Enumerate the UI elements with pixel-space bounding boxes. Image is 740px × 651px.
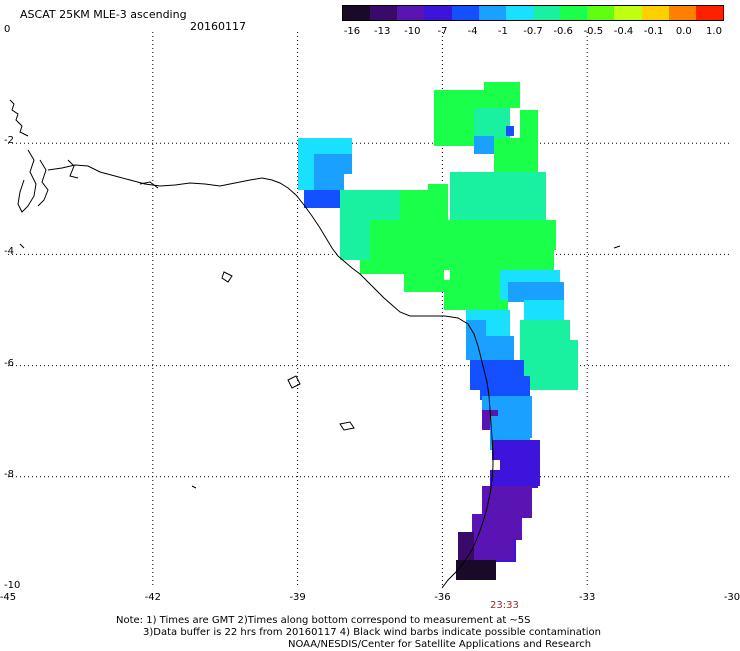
colorbar (342, 5, 724, 21)
colorbar-label: -0.7 (523, 26, 543, 37)
swath-cell (314, 154, 352, 174)
swath-cell (484, 82, 520, 108)
colorbar-labels: -16 -13 -10 -7 -4 -1 -0.7 -0.6 -0.5 -0.4 -0.1 0.0 1.… (342, 26, 724, 38)
swath-cell (456, 560, 496, 580)
data-swath (298, 82, 578, 580)
colorbar-swatch (397, 6, 425, 20)
swath-cell (524, 300, 564, 322)
colorbar-swatch (587, 6, 615, 20)
colorbar-swatch (532, 6, 561, 20)
swath-cell (304, 190, 342, 208)
colorbar-swatch (505, 6, 533, 20)
swath-cell (400, 190, 430, 220)
colorbar-label: -0.4 (613, 26, 634, 37)
lat-label: -2 (4, 135, 14, 147)
colorbar-label: 0.0 (675, 26, 692, 37)
swath-cell (508, 282, 564, 302)
lon-label: -39 (289, 592, 306, 603)
colorbar-swatch (424, 6, 452, 20)
colorbar-label: -0.1 (643, 26, 664, 37)
swath-cell (360, 260, 410, 274)
colorbar-label: -7 (437, 26, 448, 37)
colorbar-label: -4 (467, 26, 478, 37)
lat-label: -10 (4, 580, 21, 591)
lon-label: -42 (144, 592, 161, 603)
swath-cell (474, 136, 494, 154)
colorbar-swatch (478, 6, 506, 20)
swath-cell (474, 108, 510, 138)
lon-label: -33 (579, 592, 596, 603)
colorbar-label: -0.6 (553, 26, 573, 37)
swath-cell (520, 320, 570, 340)
lat-label: -4 (4, 246, 14, 258)
colorbar-label: -10 (404, 26, 421, 37)
colorbar-swatch (560, 6, 588, 20)
colorbar-label: -13 (373, 26, 391, 37)
swath-cell (494, 138, 538, 178)
swath-cell (506, 126, 514, 136)
colorbar-swatch (614, 6, 642, 20)
lon-label: -36 (434, 592, 451, 603)
lon-label: -45 (0, 592, 17, 603)
colorbar-swatch (370, 6, 398, 20)
swath-cell (450, 172, 546, 220)
colorbar-swatch (695, 6, 723, 20)
swath-time-label: 23:33 (490, 600, 519, 611)
lat-label: 0 (4, 24, 11, 35)
coastline-islands (9, 99, 621, 489)
colorbar-label: -1 (497, 26, 508, 37)
swath-cell (540, 220, 556, 250)
gridlines (8, 32, 732, 588)
lat-label: -8 (4, 468, 14, 480)
map-title: ASCAT 25KM MLE-3 ascending (20, 8, 187, 21)
coastline (47, 164, 494, 589)
swath-cell (428, 184, 448, 224)
lon-label: -30 (723, 592, 740, 603)
colorbar-swatch (641, 6, 669, 20)
swath-cell (340, 230, 370, 260)
colorbar-label: -0.5 (583, 26, 604, 37)
note-line-2: 3)Data buffer is 22 hrs from 20160117 4)… (143, 627, 601, 638)
swath-cell (482, 486, 532, 518)
colorbar-swatch (343, 6, 371, 20)
swath-cell (404, 270, 444, 292)
note-line-1: Note: 1) Times are GMT 2)Times along bot… (116, 615, 531, 626)
swath-cell (520, 110, 538, 138)
colorbar-swatch (451, 6, 479, 20)
swath-cell (298, 138, 352, 154)
colorbar-swatch (668, 6, 696, 20)
swath-cell (492, 440, 540, 460)
swath-cell (314, 174, 344, 190)
swath-cell (298, 154, 314, 190)
lat-label: -6 (4, 357, 14, 369)
swath-cell (444, 280, 508, 310)
swath-cell (474, 520, 514, 560)
credit-line: NOAA/NESDIS/Center for Satellite Applica… (288, 639, 592, 650)
colorbar-label: 1.0 (706, 26, 722, 37)
swath-cell (530, 370, 578, 390)
swath-cell (490, 470, 538, 488)
colorbar-label: -16 (343, 26, 361, 37)
map-date: 20160117 (190, 20, 246, 33)
